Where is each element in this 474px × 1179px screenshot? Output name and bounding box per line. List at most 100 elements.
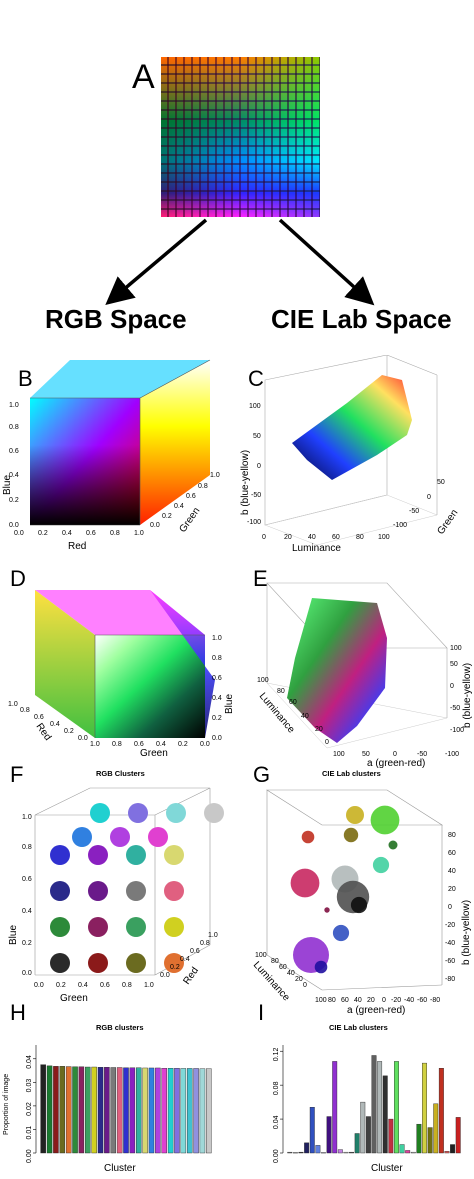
cluster-sphere-3 — [164, 953, 184, 973]
tick-f-x3: 0.6 — [100, 982, 110, 989]
bar-30 — [455, 1117, 461, 1154]
bar-4 — [65, 1066, 72, 1154]
cluster-sphere-15 — [164, 845, 184, 865]
tick-d-x0: 1.0 — [90, 741, 100, 748]
tick-f-x0: 0.0 — [34, 982, 44, 989]
cluster-sphere-0 — [346, 806, 364, 824]
bar-3 — [304, 1142, 310, 1154]
tick-g-z1: -60 — [445, 958, 455, 965]
y-tick-label-3: 0.03 — [26, 1079, 33, 1093]
cluster-sphere-21 — [166, 803, 186, 823]
cluster-sphere-2 — [126, 953, 146, 973]
bar-14 — [365, 1116, 371, 1154]
bar-8 — [91, 1066, 97, 1154]
tick-g-x0: 100 — [315, 997, 327, 1004]
axis-label-g-z: b (blue-yellow) — [461, 900, 472, 965]
tick-c-z0: -100 — [393, 522, 407, 529]
bar-0 — [287, 1151, 293, 1154]
tick-c-x2: 40 — [308, 534, 316, 541]
cluster-sphere-22 — [204, 803, 224, 823]
tick-f-x1: 0.2 — [56, 982, 66, 989]
axis-label-b-y: Blue — [2, 475, 13, 495]
tick-g-x9: -80 — [430, 997, 440, 1004]
panel-label-a: A — [132, 58, 155, 96]
bar-11 — [110, 1067, 117, 1154]
tick-d-x4: 0.2 — [178, 741, 188, 748]
tick-e-z3: 50 — [450, 661, 458, 668]
tick-e-z2: 0 — [450, 683, 454, 690]
axis-label-c-x: Luminance — [292, 543, 341, 554]
tick-f-z4: 0.8 — [200, 940, 210, 947]
bar-8 — [332, 1061, 338, 1154]
bar-20 — [399, 1144, 405, 1154]
cluster-sphere-9 — [350, 896, 368, 914]
bar-23 — [416, 1123, 422, 1154]
lab-volume-e — [287, 598, 387, 743]
tick-g-y0: 0 — [303, 982, 307, 989]
cluster-sphere-18 — [148, 827, 168, 847]
cluster-sphere-12 — [50, 845, 70, 865]
bar-15 — [371, 1055, 377, 1154]
tick-e-z0: -100 — [450, 727, 464, 734]
bar-2 — [298, 1151, 304, 1154]
tick-d-x3: 0.4 — [156, 741, 166, 748]
y-tick-label-2: 0.02 — [26, 1102, 33, 1116]
lab-clusters-g: 100 80 60 40 20 0 -20 -40 -60 -80 a (gre… — [251, 789, 472, 1015]
arrow-left — [105, 218, 208, 306]
bar-9 — [97, 1067, 104, 1154]
tick-e-y3: 60 — [289, 699, 297, 706]
cluster-sphere-1 — [370, 805, 400, 835]
axis-label-f-y: Blue — [8, 925, 19, 945]
tick-g-z2: -40 — [445, 940, 455, 947]
tick-g-z5: 20 — [448, 886, 456, 893]
panel-label-g: G — [253, 762, 271, 787]
tick-b-y5: 1.0 — [9, 402, 19, 409]
bar-4 — [309, 1107, 315, 1154]
axis-label-c-z: Green — [435, 508, 460, 537]
arrows — [105, 218, 375, 306]
tick-f-y5: 1.0 — [22, 814, 32, 821]
tick-b-z1: 0.2 — [162, 513, 172, 520]
bar-6 — [321, 1152, 326, 1154]
tick-f-y1: 0.2 — [22, 940, 32, 947]
bar-10 — [104, 1067, 110, 1154]
tick-c-x5: 100 — [378, 534, 390, 541]
cluster-sphere-19 — [90, 803, 110, 823]
bar-13 — [123, 1067, 129, 1154]
panel-label-f: F — [10, 762, 24, 787]
cluster-sphere-14 — [126, 845, 146, 865]
tick-g-z8: 80 — [448, 832, 456, 839]
tick-d-y2: 0.6 — [34, 714, 44, 721]
title-i: CIE Lab clusters — [329, 1023, 388, 1032]
bar-2 — [53, 1066, 59, 1154]
tick-g-x4: 20 — [367, 997, 375, 1004]
lab-scatter-e: 100 50 0 -50 -100 a (green-red) 0 20 40 … — [257, 582, 473, 768]
tick-d-y5: 0.0 — [78, 735, 88, 742]
tick-f-z3: 0.6 — [190, 948, 200, 955]
color-grid-image — [161, 57, 320, 217]
tick-c-y2: 0 — [257, 463, 261, 470]
bar-chart-h: 0.00 0.01 0.02 0.03 0.04 Cluster Proportion … — [3, 1045, 212, 1174]
cluster-sphere-10 — [324, 907, 330, 913]
tick-g-z0: -80 — [445, 976, 455, 983]
bar-21 — [405, 1150, 411, 1154]
panel-label-i: I — [258, 1000, 265, 1025]
tick-e-y4: 80 — [277, 688, 285, 695]
tick-g-x5: 0 — [382, 997, 386, 1004]
bar-11 — [349, 1151, 354, 1154]
bar-chart-i: 0.00 0.04 0.08 0.12 Cluster — [273, 1045, 461, 1174]
rgb-clusters-f: 0.0 0.2 0.4 0.6 0.8 1.0 Green 0.0 0.2 0.… — [8, 787, 224, 1004]
axis-label-e-z: b (blue-yellow) — [462, 663, 473, 728]
tick-f-y2: 0.4 — [22, 908, 32, 915]
tick-d-y0: 1.0 — [8, 701, 18, 708]
tick-g-z6: 40 — [448, 868, 456, 875]
rgb-cube-d-front — [95, 635, 205, 738]
cluster-sphere-4 — [50, 917, 70, 937]
tick-c-y0: -100 — [247, 519, 261, 526]
bar-19 — [161, 1068, 167, 1154]
tick-d-z4: 0.8 — [212, 655, 222, 662]
bar-26 — [206, 1068, 212, 1154]
tick-d-x1: 0.8 — [112, 741, 122, 748]
axis-label-f-z: Red — [181, 965, 201, 986]
tick-e-x1: 50 — [362, 751, 370, 758]
